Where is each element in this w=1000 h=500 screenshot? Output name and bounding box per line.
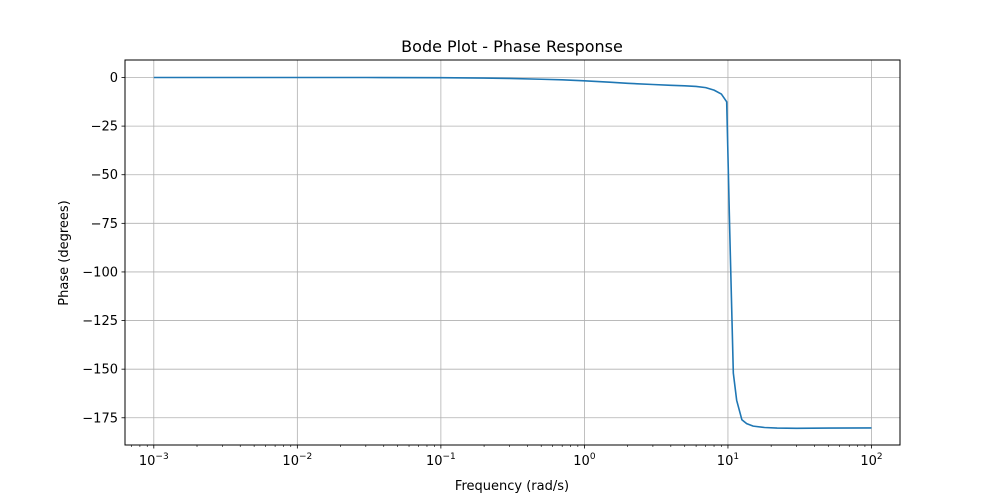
x-tick-label-base: 10: [139, 454, 156, 469]
x-tick-label-base: 10: [282, 454, 299, 469]
y-tick-label: −25: [91, 120, 118, 135]
x-axis: 10−3 10−2 10−1 100 101 102: [139, 445, 883, 469]
grid: [125, 60, 900, 445]
y-tick-label: −50: [91, 168, 118, 183]
minor-ticks: [131, 445, 866, 447]
y-tick-label: 0: [110, 71, 118, 86]
x-tick-label-base: 10: [717, 454, 734, 469]
x-tick-label: 10−1: [426, 452, 456, 469]
x-tick-label-base: 10: [860, 454, 877, 469]
y-tick-label: −75: [91, 217, 118, 232]
x-tick-label-exponent: 2: [877, 452, 883, 462]
x-tick-label: 10−2: [282, 452, 312, 469]
x-tick-label-base: 10: [573, 454, 590, 469]
x-tick-label-exponent: −3: [155, 452, 168, 462]
y-tick-label: −100: [82, 265, 118, 280]
y-tick-label: −175: [82, 411, 118, 426]
x-tick-label: 101: [717, 452, 739, 469]
x-tick-label: 102: [860, 452, 882, 469]
y-tick-label: −150: [82, 363, 118, 378]
x-tick-label-exponent: 1: [733, 452, 739, 462]
series-line: [153, 76, 872, 430]
x-tick-label-exponent: −1: [443, 452, 456, 462]
x-tick-label: 100: [573, 452, 596, 469]
x-tick-label: 10−3: [139, 452, 169, 469]
series-layer: [153, 76, 872, 430]
y-tick-label: −125: [82, 314, 118, 329]
plot-frame: [124, 59, 901, 446]
y-axis: 0 −25 −50 −75 −100 −125 −150 −175: [82, 71, 125, 426]
x-tick-label-exponent: −2: [299, 452, 312, 462]
x-axis-label: Frequency (rad/s): [455, 479, 569, 494]
plot-area: [124, 59, 901, 447]
x-tick-label-exponent: 0: [590, 452, 596, 462]
y-axis-label: Phase (degrees): [57, 200, 72, 305]
x-tick-label-base: 10: [426, 454, 443, 469]
chart-title: Bode Plot - Phase Response: [401, 37, 623, 56]
